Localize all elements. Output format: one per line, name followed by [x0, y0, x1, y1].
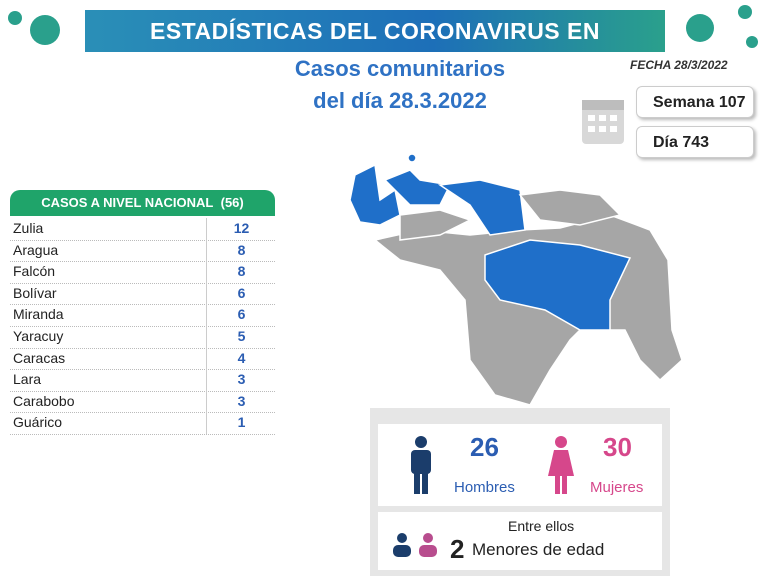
case-count: 6 [206, 304, 276, 326]
title: ESTADÍSTICAS DEL CORONAVIRUS EN VENEZUEL… [85, 10, 665, 86]
week: Semana 107 [636, 86, 754, 118]
case-count: 3 [206, 369, 276, 391]
women-label: Mujeres [590, 479, 644, 496]
state-name: Falcón [13, 263, 56, 280]
men-count: 26 [470, 432, 499, 462]
table-row: Guárico 1 [10, 412, 275, 435]
map [349, 153, 683, 406]
minors-count: 2 [450, 534, 465, 564]
subtitle: del día 28.3.2022 [313, 88, 487, 113]
case-count: 5 [206, 326, 276, 348]
date: FECHA 28/3/2022 [630, 58, 728, 72]
minors-intro: Entre ellos [508, 518, 575, 534]
minors-label: Menores de edad [472, 540, 605, 559]
gender-box: 26 Hombres 30 Mujeres [378, 424, 662, 506]
virus-icon [8, 5, 758, 48]
case-count: 12 [206, 218, 276, 240]
case-count: 8 [206, 239, 276, 262]
table-row: Bolívar 6 [10, 282, 276, 306]
table-title: CASOS A NIVEL NACIONAL [41, 195, 214, 210]
case-count: 1 [206, 412, 276, 434]
state-name: Zulia [13, 220, 44, 236]
table-row: Caracas 4 [10, 347, 276, 371]
men-label: Hombres [454, 479, 515, 496]
table-row: Lara 3 [10, 369, 275, 392]
case-count: 8 [206, 261, 276, 283]
state-name: Carabobo [13, 392, 75, 409]
woman-icon [548, 436, 574, 494]
state-name: Aragua [13, 241, 59, 258]
state-name: Lara [13, 371, 42, 388]
table-row: Miranda 6 [10, 304, 275, 327]
state-name: Yaracuy [13, 328, 64, 344]
table-header: CASOS A NIVEL NACIONAL (56) [10, 190, 275, 216]
table-row: Aragua 8 [10, 239, 276, 263]
calendar-icon [582, 100, 624, 144]
table-row: Carabobo 3 [10, 390, 276, 414]
state-name: Caracas [13, 349, 66, 366]
case-count: 3 [206, 390, 276, 413]
summary-panel: 26 Hombres 30 Mujeres Entre ellos 2 Meno… [370, 408, 670, 576]
state-name: Miranda [13, 306, 64, 323]
state-name: Bolívar [13, 284, 57, 301]
subtitle: Casos comunitarios [294, 56, 506, 81]
children-icon [393, 533, 437, 557]
day: Día 743 [636, 126, 754, 158]
table-row: Falcón 8 [10, 261, 275, 284]
man-icon [411, 436, 431, 494]
table-row: Yaracuy 5 [10, 326, 275, 349]
case-count: 6 [206, 282, 276, 305]
minors-box: Entre ellos 2 Menores de edad [378, 512, 662, 570]
state-name: Guárico [13, 414, 63, 431]
women-count: 30 [603, 432, 632, 462]
table-total: (56) [220, 195, 244, 210]
case-count: 4 [206, 347, 276, 370]
table-row: Zulia 12 [10, 218, 275, 241]
